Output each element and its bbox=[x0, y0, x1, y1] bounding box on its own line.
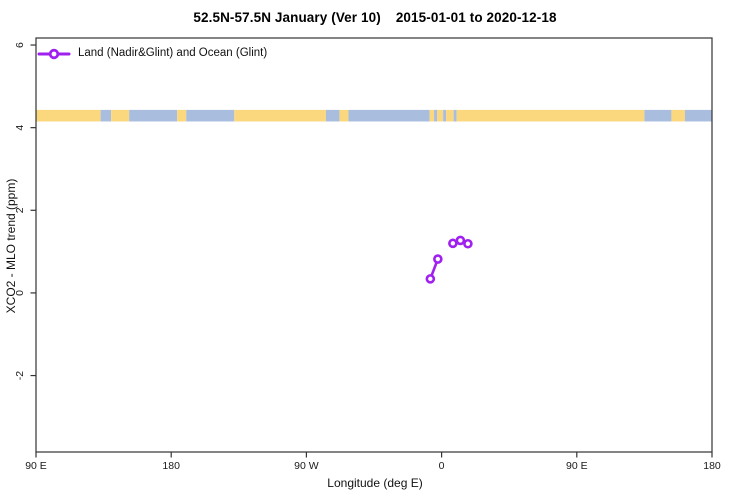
surface-band-segment-ocean bbox=[325, 109, 340, 122]
legend-label: Land (Nadir&Glint) and Ocean (Glint) bbox=[78, 47, 268, 59]
surface-band-segment-ocean bbox=[186, 109, 235, 122]
x-tick-label: 90 E bbox=[566, 460, 588, 472]
surface-band-segment-land bbox=[177, 109, 187, 122]
legend-marker-circle bbox=[48, 48, 60, 60]
data-point-marker bbox=[425, 274, 436, 284]
x-tick-label: 90 E bbox=[25, 460, 47, 472]
data-point-marker bbox=[455, 235, 466, 246]
y-tick-label: -2 bbox=[14, 371, 26, 380]
y-tick-label: 0 bbox=[14, 290, 26, 296]
data-point-marker bbox=[463, 238, 473, 249]
plot-box bbox=[35, 37, 713, 453]
surface-band-segment-ocean bbox=[129, 109, 178, 122]
x-tick-label: 90 W bbox=[294, 460, 319, 472]
y-tick-label: 4 bbox=[14, 125, 26, 131]
data-point-marker bbox=[433, 254, 443, 264]
x-axis-label: Longitude (deg E) bbox=[327, 476, 423, 490]
surface-band-segment-land bbox=[671, 109, 685, 122]
surface-band-segment-ocean bbox=[443, 109, 447, 122]
y-tick-label: 2 bbox=[14, 207, 26, 213]
surface-band-segment-ocean bbox=[644, 109, 672, 122]
surface-band-segment-land bbox=[456, 109, 645, 122]
surface-band-segment-land bbox=[429, 109, 435, 122]
surface-band-segment-ocean bbox=[684, 109, 712, 122]
surface-band-segment-land bbox=[36, 109, 101, 122]
data-point-marker bbox=[448, 238, 458, 249]
surface-band-segment-ocean bbox=[453, 109, 457, 122]
y-axis-label: XCO2 - MLO trend (ppm) bbox=[4, 178, 18, 314]
surface-band-segment-ocean bbox=[434, 109, 438, 122]
chart-title: 52.5N-57.5N January (Ver 10) 2015-01-01 t… bbox=[0, 10, 750, 25]
surface-band-segment-land bbox=[446, 109, 454, 122]
chart-title-range: 52.5N-57.5N January (Ver 10) bbox=[193, 10, 381, 25]
x-tick-label: 0 bbox=[439, 460, 445, 472]
x-tick-label: 180 bbox=[162, 460, 180, 472]
chart-title-dates: 2015-01-01 to 2020-12-18 bbox=[395, 10, 557, 25]
surface-band-segment-land bbox=[339, 109, 349, 122]
y-tick-label: 6 bbox=[14, 42, 26, 48]
x-tick-label: 180 bbox=[703, 460, 721, 472]
surface-band-segment-ocean bbox=[348, 109, 430, 122]
surface-band-segment-land bbox=[234, 109, 326, 122]
surface-band-segment-land bbox=[111, 109, 130, 122]
surface-band-segment-land bbox=[437, 109, 444, 122]
surface-band-segment-ocean bbox=[100, 109, 112, 122]
